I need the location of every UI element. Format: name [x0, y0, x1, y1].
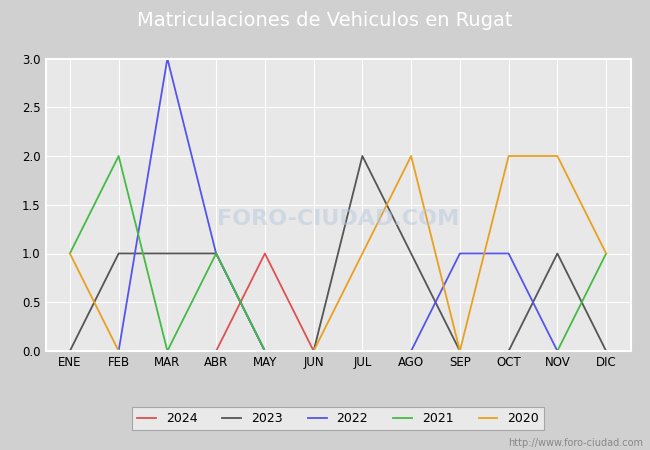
2023: [309, 348, 317, 354]
2020: [504, 153, 512, 159]
Text: http://www.foro-ciudad.com: http://www.foro-ciudad.com: [508, 438, 644, 448]
2022: [164, 56, 172, 61]
2021: [66, 251, 74, 256]
2022: [114, 348, 122, 354]
2021: [554, 348, 562, 354]
2020: [554, 153, 562, 159]
2022: [309, 348, 317, 354]
2024: [261, 251, 269, 256]
Line: 2023: 2023: [70, 156, 606, 351]
2021: [261, 348, 269, 354]
2023: [456, 348, 464, 354]
2023: [359, 153, 367, 159]
2020: [114, 348, 122, 354]
2021: [359, 348, 367, 354]
Text: Matriculaciones de Vehiculos en Rugat: Matriculaciones de Vehiculos en Rugat: [137, 11, 513, 30]
Line: 2020: 2020: [70, 156, 606, 351]
2023: [114, 251, 122, 256]
2020: [359, 251, 367, 256]
2021: [407, 348, 415, 354]
2023: [407, 251, 415, 256]
2023: [554, 251, 562, 256]
2021: [309, 348, 317, 354]
2022: [504, 251, 512, 256]
2020: [66, 251, 74, 256]
Text: FORO-CIUDAD.COM: FORO-CIUDAD.COM: [217, 209, 459, 230]
2023: [602, 348, 610, 354]
2021: [164, 348, 172, 354]
2022: [359, 348, 367, 354]
Line: 2021: 2021: [70, 156, 606, 351]
2020: [602, 251, 610, 256]
2021: [212, 251, 220, 256]
2020: [261, 348, 269, 354]
2022: [261, 348, 269, 354]
2020: [456, 348, 464, 354]
2021: [456, 348, 464, 354]
2024: [164, 348, 172, 354]
2020: [407, 153, 415, 159]
2023: [261, 348, 269, 354]
2022: [602, 348, 610, 354]
2023: [504, 348, 512, 354]
2024: [114, 348, 122, 354]
2021: [114, 153, 122, 159]
2024: [212, 348, 220, 354]
2020: [164, 348, 172, 354]
2020: [212, 348, 220, 354]
2023: [66, 348, 74, 354]
2022: [554, 348, 562, 354]
2021: [602, 251, 610, 256]
2024: [66, 348, 74, 354]
Line: 2022: 2022: [70, 58, 606, 351]
2020: [309, 348, 317, 354]
2024: [309, 348, 317, 354]
2022: [456, 251, 464, 256]
Legend: 2024, 2023, 2022, 2021, 2020: 2024, 2023, 2022, 2021, 2020: [132, 407, 544, 430]
2021: [504, 348, 512, 354]
2023: [212, 251, 220, 256]
2023: [164, 251, 172, 256]
Line: 2024: 2024: [70, 253, 313, 351]
2022: [66, 348, 74, 354]
2022: [407, 348, 415, 354]
2022: [212, 251, 220, 256]
